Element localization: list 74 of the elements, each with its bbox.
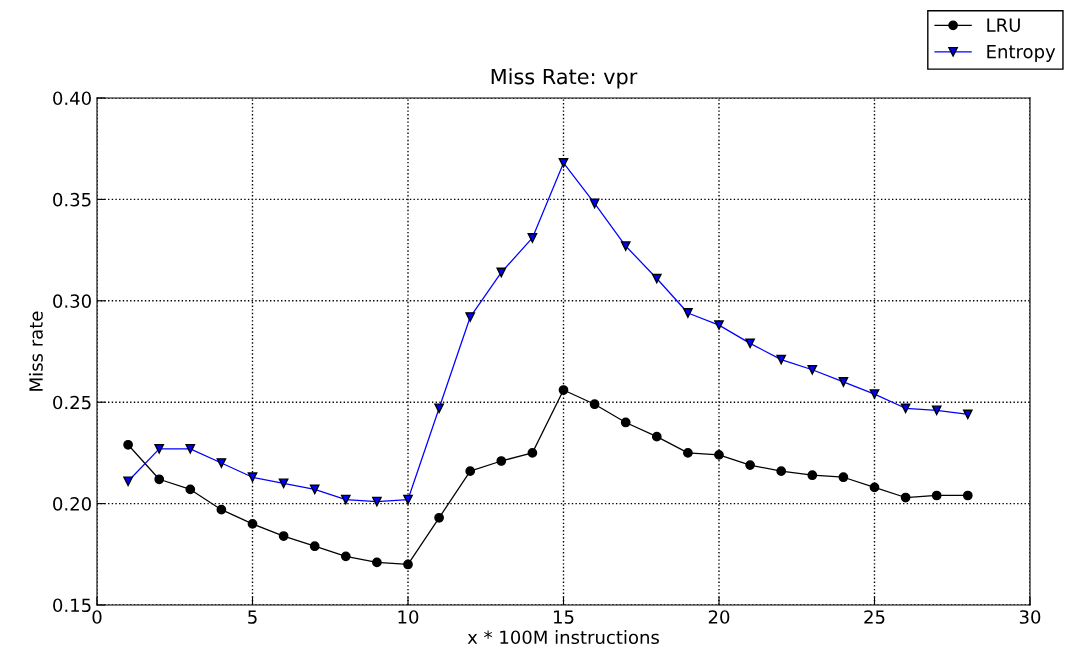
x-tick-label: 15 <box>554 610 574 624</box>
point <box>309 541 320 552</box>
legend-label: LRU <box>987 18 1020 32</box>
x-tick-label: 30 <box>1019 610 1041 624</box>
point <box>869 389 880 399</box>
point <box>745 460 755 470</box>
point <box>340 551 351 562</box>
point <box>309 484 320 495</box>
point <box>651 273 662 284</box>
point <box>247 519 258 529</box>
point <box>931 405 942 416</box>
point <box>216 458 227 468</box>
point <box>216 504 227 515</box>
point <box>558 385 569 395</box>
point <box>776 466 787 477</box>
x-tick-label: 0 <box>92 610 102 624</box>
point <box>714 450 724 460</box>
legend-label: Entropy <box>987 44 1056 62</box>
point <box>807 364 818 375</box>
point <box>651 431 662 442</box>
point <box>496 267 507 278</box>
point <box>620 241 631 251</box>
point <box>434 403 444 414</box>
point <box>838 377 849 387</box>
point <box>185 484 196 495</box>
point <box>962 490 973 501</box>
y-tick-label: 0.40 <box>53 91 91 106</box>
chart-title: Miss Rate: vpr <box>491 68 638 89</box>
point <box>465 312 476 322</box>
x-tick-label: 20 <box>708 610 730 624</box>
point <box>838 472 849 483</box>
x-tick-label: 10 <box>398 610 419 624</box>
point <box>714 320 724 330</box>
point <box>465 466 476 477</box>
point <box>962 409 973 420</box>
y-axis-title: Miss rate <box>28 311 43 391</box>
point <box>154 443 165 454</box>
point <box>372 557 382 568</box>
point <box>776 354 787 365</box>
point <box>683 448 693 458</box>
x-tick-label: 25 <box>864 610 885 624</box>
x-axis-title: x * 100M instructions <box>467 630 659 645</box>
y-tick-label: 0.30 <box>53 294 91 308</box>
x-tick-label: 5 <box>248 610 257 624</box>
point <box>154 474 165 485</box>
point <box>683 308 693 318</box>
point <box>403 559 413 570</box>
point <box>620 417 631 428</box>
point <box>496 456 507 466</box>
y-tick-label: 0.15 <box>53 598 91 613</box>
point <box>931 490 942 501</box>
point <box>589 198 600 209</box>
point <box>900 492 911 503</box>
y-tick-label: 0.25 <box>53 395 91 410</box>
point <box>900 403 911 414</box>
point <box>278 531 289 541</box>
point <box>869 482 880 493</box>
point <box>123 439 133 450</box>
point <box>589 399 600 410</box>
point <box>372 496 382 507</box>
point <box>527 448 538 458</box>
point <box>807 470 818 481</box>
point <box>340 494 351 505</box>
y-tick-label: 0.20 <box>53 497 91 511</box>
point <box>745 338 755 349</box>
point <box>558 158 569 168</box>
point <box>434 512 444 523</box>
point <box>185 443 196 454</box>
point <box>403 494 413 505</box>
point <box>527 233 538 243</box>
point <box>123 476 133 487</box>
y-tick-label: 0.35 <box>53 192 91 207</box>
point <box>247 472 258 483</box>
point <box>278 478 289 489</box>
